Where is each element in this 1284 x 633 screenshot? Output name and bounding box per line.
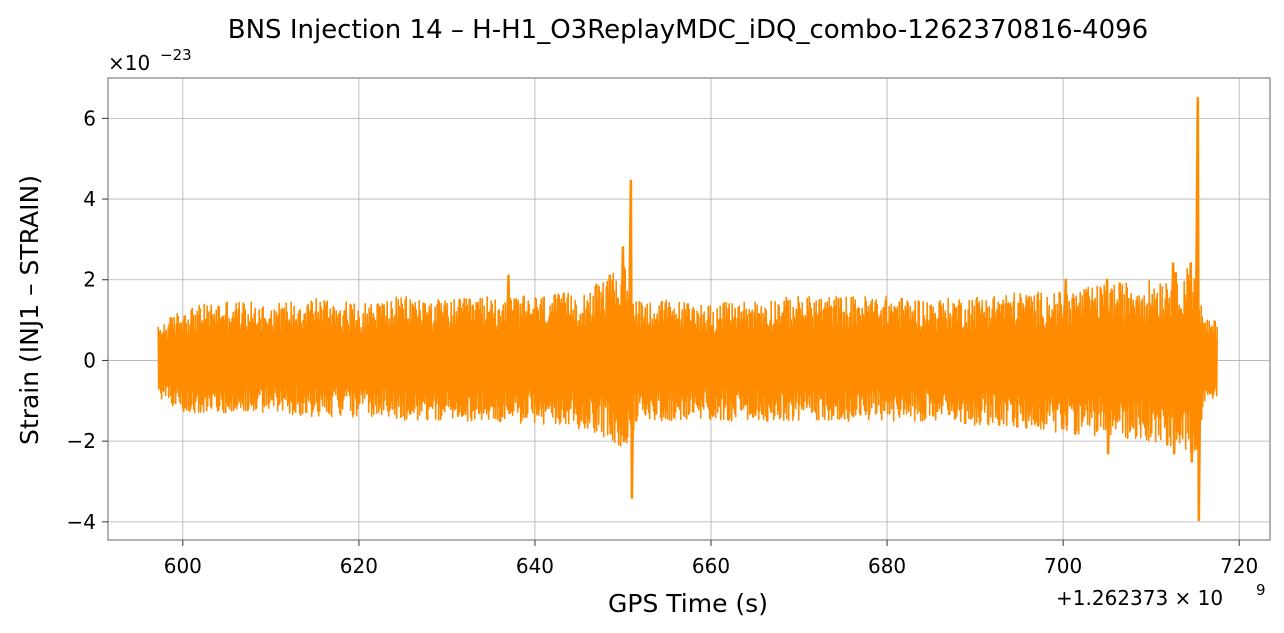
x-tick-label: 680 bbox=[868, 554, 906, 578]
strain-spike bbox=[1187, 262, 1195, 463]
x-tick-label: 600 bbox=[164, 554, 202, 578]
x-tick-label: 620 bbox=[340, 554, 378, 578]
x-tick-label: 640 bbox=[516, 554, 554, 578]
y-tick-label: 2 bbox=[83, 268, 96, 292]
axis-ticks: 600 620 640 660 680 700 720 −4 −2 0 2 4 6 bbox=[67, 106, 1259, 578]
y-scale-base: ×10 bbox=[108, 51, 150, 75]
x-offset-base: +1.262373 × 10 bbox=[1056, 586, 1223, 610]
strain-series bbox=[157, 96, 1218, 522]
y-scale-label: ×10 −23 bbox=[108, 46, 192, 75]
y-tick-label: −4 bbox=[67, 510, 96, 534]
y-axis-title: Strain (INJ1 – STRAIN) bbox=[15, 175, 44, 445]
x-offset-label: +1.262373 × 10 9 bbox=[1056, 581, 1266, 610]
x-tick-label: 720 bbox=[1220, 554, 1258, 578]
y-tick-label: 6 bbox=[83, 106, 96, 130]
y-tick-label: 4 bbox=[83, 187, 96, 211]
x-axis-title: GPS Time (s) bbox=[608, 589, 768, 618]
y-scale-exponent: −23 bbox=[160, 46, 192, 64]
strain-spike bbox=[1194, 96, 1202, 522]
x-tick-label: 660 bbox=[692, 554, 730, 578]
strain-spike bbox=[1062, 278, 1070, 427]
strain-spike bbox=[606, 274, 614, 435]
strain-spike bbox=[619, 246, 627, 443]
plot-frame bbox=[107, 77, 1271, 541]
strain-line bbox=[157, 265, 1218, 458]
y-tick-label: 0 bbox=[83, 348, 96, 372]
strain-spike bbox=[1103, 278, 1111, 455]
x-offset-exponent: 9 bbox=[1256, 581, 1266, 599]
strain-spike bbox=[505, 274, 513, 415]
x-tick-label: 700 bbox=[1044, 554, 1082, 578]
strain-spike bbox=[1169, 262, 1177, 455]
y-tick-label: −2 bbox=[67, 429, 96, 453]
strain-spike bbox=[627, 179, 635, 499]
chart-title: BNS Injection 14 – H-H1_O3ReplayMDC_iDQ_… bbox=[228, 15, 1148, 45]
